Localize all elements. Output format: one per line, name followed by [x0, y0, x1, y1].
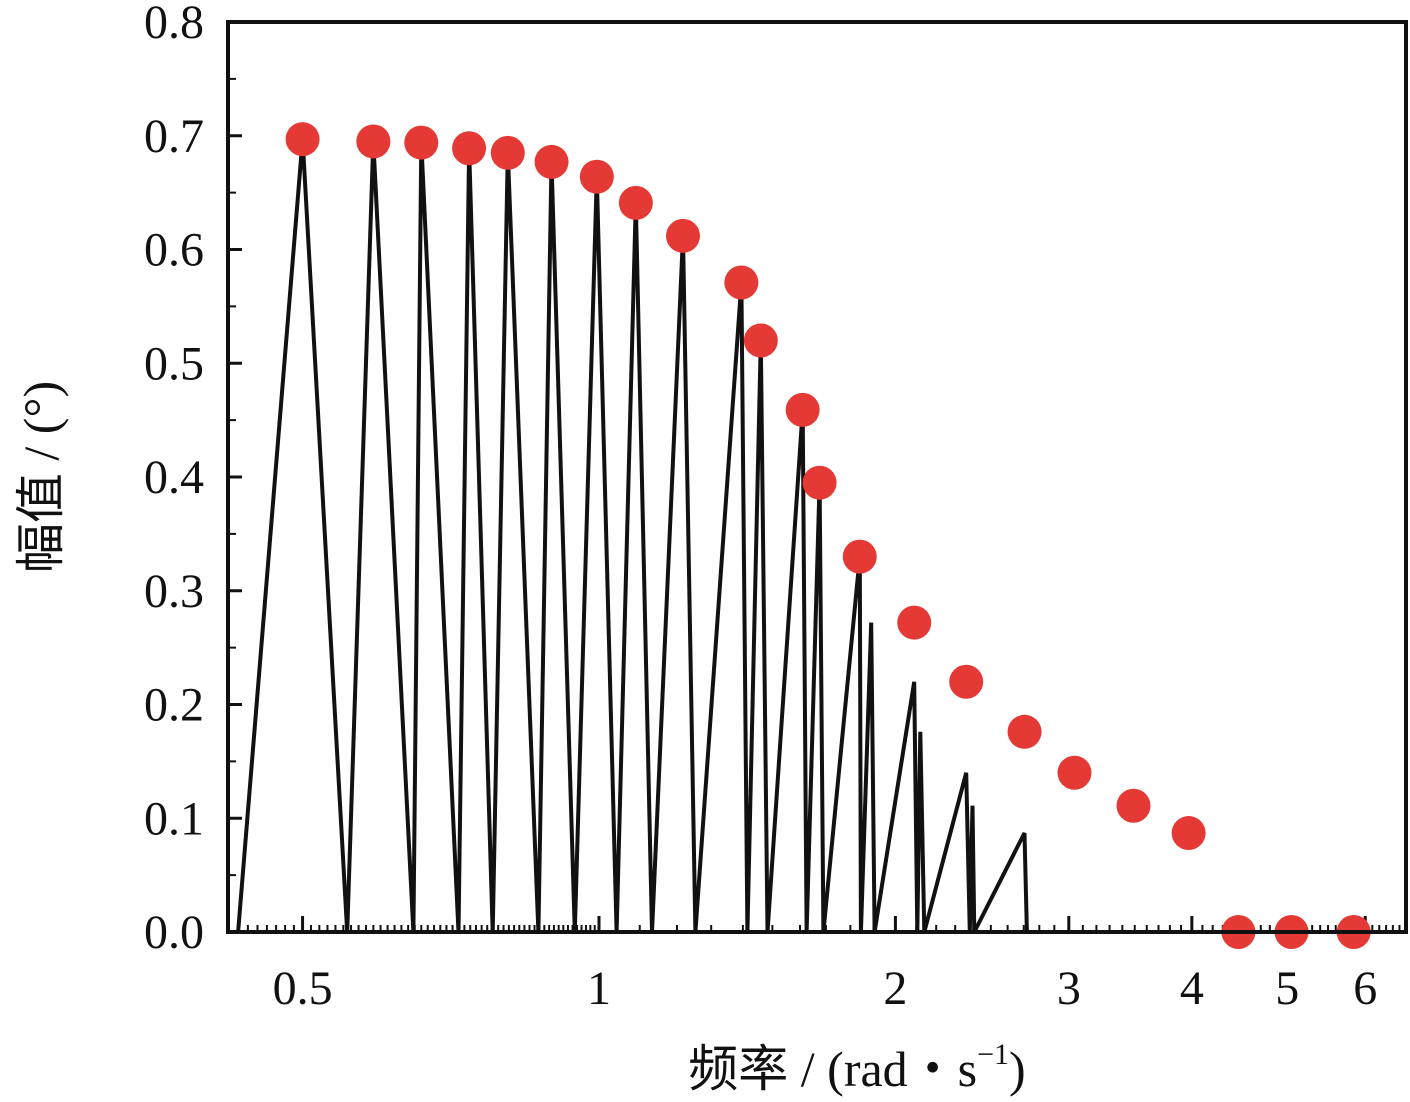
- y-tick-label: 0.7: [144, 110, 204, 163]
- peak-marker: [897, 605, 932, 640]
- peak-marker: [618, 185, 653, 220]
- response-line: [236, 139, 1357, 934]
- peak-marker: [743, 323, 778, 358]
- x-tick-label: 5: [1275, 962, 1299, 1015]
- y-tick-label: 0.2: [144, 679, 204, 732]
- x-tick-label: 3: [1057, 962, 1081, 1015]
- y-tick-label: 0.8: [144, 0, 204, 49]
- peak-marker: [285, 122, 320, 157]
- x-tick-label: 0.5: [273, 962, 333, 1015]
- y-tick-label: 0.4: [144, 451, 204, 504]
- peak-marker: [724, 265, 759, 300]
- peak-marker: [356, 124, 391, 159]
- x-axis-title: 频率 / (rad・s−1): [688, 1038, 1025, 1097]
- y-axis-title: 幅值 / (°): [13, 381, 69, 573]
- peak-marker: [1116, 788, 1151, 823]
- peak-marker: [490, 135, 525, 170]
- x-tick-label: 1: [587, 962, 611, 1015]
- plot-frame: [226, 20, 1408, 934]
- peak-marker: [785, 392, 820, 427]
- y-tick-label: 0.6: [144, 224, 204, 277]
- peak-marker: [1057, 755, 1092, 790]
- y-tick-label: 0.0: [144, 906, 204, 959]
- peak-marker: [534, 144, 569, 179]
- peak-marker: [949, 664, 984, 699]
- peak-marker: [665, 218, 700, 253]
- peak-marker: [842, 539, 877, 574]
- dots-layer: [285, 122, 1371, 949]
- peak-marker: [802, 465, 837, 500]
- peak-marker: [452, 131, 487, 166]
- labels-layer: 0.0 0.1 0.2 0.3 0.4 0.5 0.6 0.7 0.8 0.5 1 2 3 4 5 6: [144, 0, 1377, 1015]
- y-tick-label: 0.5: [144, 337, 204, 390]
- x-tick-label: 6: [1353, 962, 1377, 1015]
- y-tick-label: 0.1: [144, 792, 204, 845]
- peak-marker: [404, 125, 439, 160]
- x-tick-label: 2: [883, 962, 907, 1015]
- y-tick-label: 0.3: [144, 565, 204, 618]
- x-tick-label: 4: [1180, 962, 1204, 1015]
- lines-layer: [236, 139, 1357, 934]
- peak-marker: [579, 159, 614, 194]
- peak-marker: [1171, 816, 1206, 851]
- peak-marker: [1007, 714, 1042, 749]
